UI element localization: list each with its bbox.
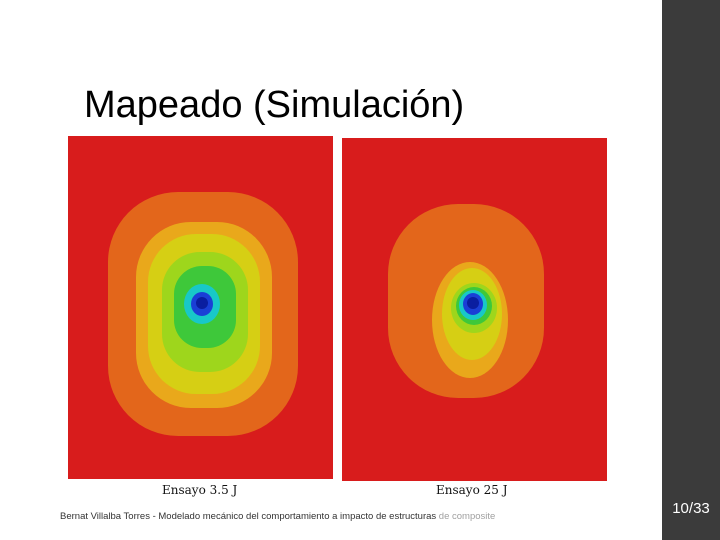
simulation-map-25j: [342, 138, 607, 481]
slide-footer: Bernat Villalba Torres - Modelado mecáni…: [60, 511, 495, 522]
caption-right: Ensayo 25 J: [436, 483, 508, 497]
slide-title: Mapeado (Simulación): [84, 84, 465, 126]
simulation-map-3-5j: [68, 136, 333, 479]
slide-sidebar: [662, 0, 720, 540]
footer-text-faded: de composite: [438, 511, 496, 522]
page-number: 10/33: [672, 500, 710, 517]
footer-text: Bernat Villalba Torres - Modelado mecáni…: [60, 511, 437, 522]
caption-left: Ensayo 3.5 J: [162, 483, 238, 497]
